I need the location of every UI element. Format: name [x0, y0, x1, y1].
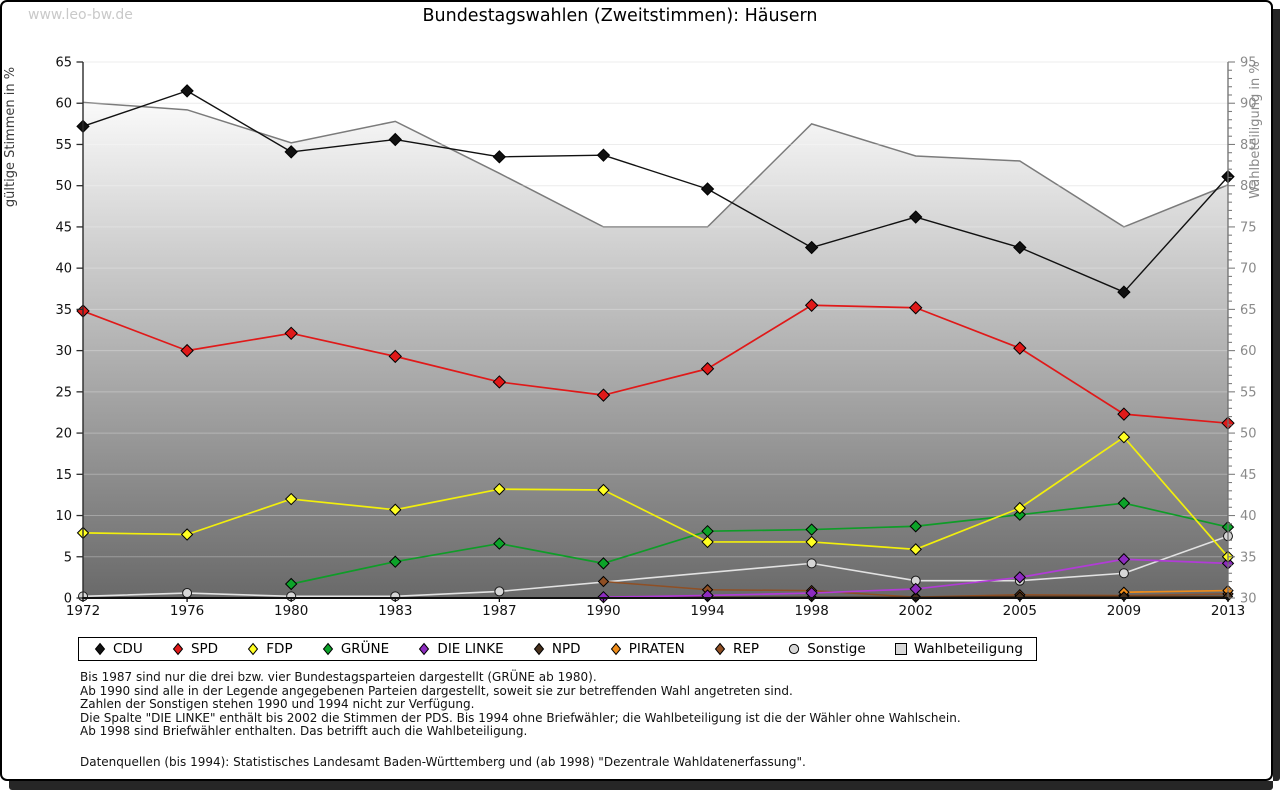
svg-text:1980: 1980 [274, 603, 308, 619]
sonstige-marker-icon [789, 643, 800, 655]
legend-label: FDP [266, 641, 293, 657]
footnote-line: Die Spalte "DIE LINKE" enthält bis 2002 … [80, 710, 961, 725]
svg-text:80: 80 [1240, 179, 1257, 194]
legend-item-cdu: CDU [92, 641, 143, 657]
cdu-marker-icon [94, 642, 106, 656]
svg-text:90: 90 [1240, 97, 1257, 112]
footnote-line: Ab 1998 sind Briefwähler enthalten. Das … [80, 724, 528, 738]
watermark: www.leo-bw.de [28, 7, 133, 23]
svg-text:30: 30 [1240, 592, 1257, 607]
svg-text:2005: 2005 [1003, 603, 1037, 619]
svg-text:45: 45 [1240, 468, 1257, 483]
legend-label: NPD [551, 641, 581, 657]
legend-label: GRÜNE [340, 641, 390, 657]
svg-text:1976: 1976 [170, 603, 204, 619]
chart-legend: CDU SPD FDP GRÜNE DIE LINKE NPD PIRATEN REP Sons… [78, 637, 1037, 661]
svg-text:50: 50 [1240, 427, 1257, 442]
legend-item-piraten: PIRATEN [608, 641, 685, 657]
wahlbeteiligung-area [83, 102, 1228, 598]
rep-marker-icon [714, 642, 726, 656]
legend-label: SPD [190, 641, 219, 657]
svg-text:40: 40 [1240, 509, 1257, 524]
legend-item-wahlbeteiligung: Wahlbeteiligung [893, 641, 1023, 657]
svg-text:40: 40 [55, 262, 72, 277]
legend-label: DIE LINKE [437, 641, 504, 657]
svg-text:25: 25 [55, 385, 72, 400]
svg-text:0: 0 [64, 592, 72, 607]
svg-text:95: 95 [1240, 56, 1257, 71]
left-axis-title: gültige Stimmen in % [3, 67, 18, 207]
svg-text:35: 35 [1240, 550, 1257, 565]
svg-text:20: 20 [55, 427, 72, 442]
series-line-sonstige [82, 535, 1229, 598]
series-line-cdu [82, 90, 1229, 293]
footnotes-block: Bis 1987 sind nur die drei bzw. vier Bun… [80, 670, 1230, 769]
page-title: Bundestagswahlen (Zweitstimmen): Häusern [422, 6, 818, 26]
svg-text:70: 70 [1240, 262, 1257, 277]
legend-label: Sonstige [807, 641, 866, 657]
spd-marker-icon [172, 642, 184, 656]
svg-text:60: 60 [1240, 344, 1257, 359]
data-source-line: Datenquellen (bis 1994): Statistisches L… [80, 754, 806, 769]
svg-text:30: 30 [55, 344, 72, 359]
legend-item-die-linke: DIE LINKE [416, 641, 504, 657]
legend-item-sonstige: Sonstige [786, 641, 866, 657]
svg-text:2013: 2013 [1211, 603, 1245, 619]
legend-item-grüne: GRÜNE [320, 641, 389, 657]
svg-text:10: 10 [55, 509, 72, 524]
svg-text:55: 55 [55, 138, 72, 153]
svg-text:35: 35 [55, 303, 72, 318]
svg-text:2002: 2002 [899, 603, 933, 619]
svg-text:1987: 1987 [482, 603, 516, 619]
svg-text:1983: 1983 [378, 603, 412, 619]
footnote-line: Ab 1990 sind alle in der Legende angegeb… [80, 683, 793, 698]
svg-text:85: 85 [1240, 138, 1257, 153]
series-line-gr-ne [291, 502, 1229, 585]
svg-text:5: 5 [64, 550, 72, 565]
fdp-marker-icon [248, 642, 259, 656]
svg-text:1994: 1994 [690, 603, 724, 619]
footnote-line: Bis 1987 sind nur die drei bzw. vier Bun… [80, 670, 597, 684]
legend-label: CDU [113, 641, 143, 657]
grüne-marker-icon [322, 642, 333, 656]
legend-item-rep: REP [712, 641, 759, 657]
svg-text:55: 55 [1240, 385, 1257, 400]
svg-text:60: 60 [55, 97, 72, 112]
legend-label: Wahlbeteiligung [913, 641, 1023, 657]
die-linke-marker-icon [419, 642, 430, 656]
piraten-marker-icon [610, 642, 621, 656]
wahlbeteiligung-line [82, 101, 1229, 228]
frame-shadow-bottom [9, 781, 1273, 790]
npd-marker-icon [533, 642, 544, 656]
svg-text:50: 50 [55, 179, 72, 194]
wahlbeteiligung-marker-icon [894, 643, 907, 655]
frame-shadow-right [1273, 9, 1280, 781]
legend-item-spd: SPD [170, 641, 218, 657]
right-axis-title: Wahlbeteiligung in % [1248, 61, 1263, 198]
series-line-piraten [1123, 589, 1229, 594]
svg-text:1972: 1972 [66, 603, 100, 619]
svg-text:2009: 2009 [1107, 603, 1141, 619]
svg-text:75: 75 [1240, 220, 1257, 235]
series-line-fdp [82, 436, 1229, 558]
svg-text:65: 65 [55, 56, 72, 71]
svg-text:65: 65 [1240, 303, 1257, 318]
legend-label: REP [732, 641, 760, 657]
svg-text:15: 15 [55, 468, 72, 483]
svg-text:45: 45 [55, 220, 72, 235]
series-line-spd [82, 304, 1229, 425]
footnote-lines: Bis 1987 sind nur die drei bzw. vier Bun… [80, 670, 1230, 739]
legend-item-npd: NPD [531, 641, 581, 657]
legend-item-fdp: FDP [245, 641, 293, 657]
legend-label: PIRATEN [628, 641, 685, 657]
svg-text:1990: 1990 [586, 603, 620, 619]
footnote-line: Zahlen der Sonstigen stehen 1990 und 199… [80, 697, 475, 711]
svg-text:1998: 1998 [794, 603, 828, 619]
